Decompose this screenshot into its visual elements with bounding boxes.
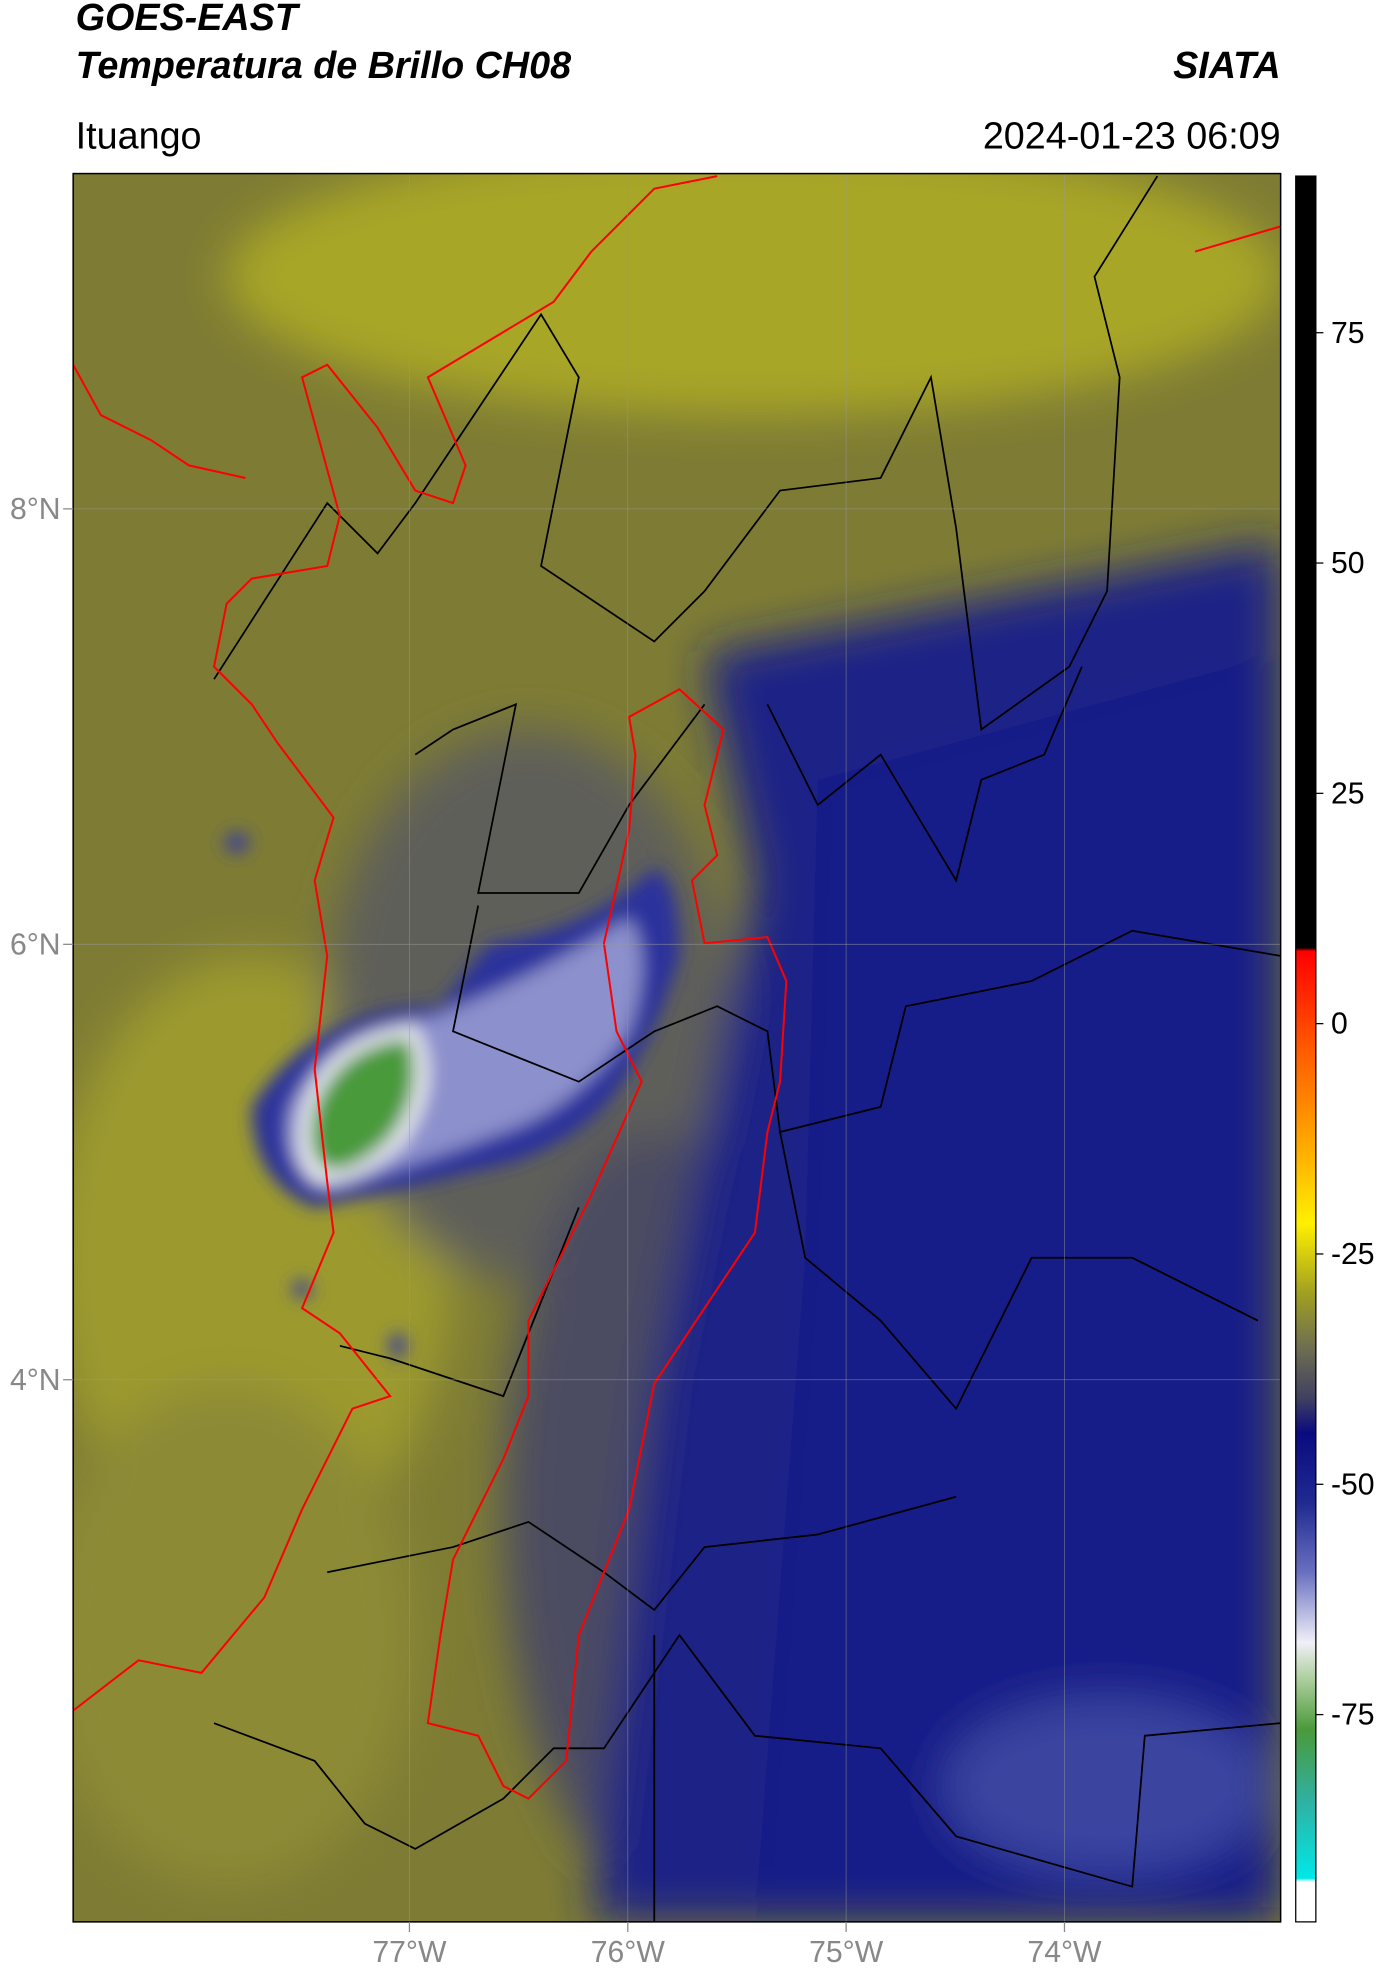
subtitle: Temperatura de Brillo CH08 <box>76 44 571 86</box>
map-image <box>73 173 1281 1922</box>
x-tick-label: 75°W <box>809 1936 884 1969</box>
colorbar-ticks: 75 50 25 0 -25 -50 -75 <box>1315 317 1375 1732</box>
x-tick-label: 74°W <box>1027 1936 1102 1969</box>
y-tick-label: 8°N <box>10 493 61 526</box>
y-tick-label: 4°N <box>10 1364 61 1397</box>
ticks: 77°W 76°W 75°W 74°W 8°N 6°N 4°N <box>10 493 1102 1969</box>
location: Ituango <box>76 114 202 156</box>
x-tick-label: 76°W <box>591 1936 666 1969</box>
y-tick-label: 6°N <box>10 928 61 961</box>
source: SIATA <box>1173 44 1281 86</box>
colorbar-tick-label: -25 <box>1331 1238 1375 1271</box>
colorbar-tick-label: 50 <box>1331 547 1365 580</box>
colorbar-tick-label: 0 <box>1331 1008 1348 1041</box>
grid <box>73 173 1281 1922</box>
map-frame <box>72 172 1282 1923</box>
x-tick-label: 77°W <box>372 1936 447 1969</box>
colorbar-tick-label: -75 <box>1331 1699 1375 1732</box>
colorbar-tick-label: 75 <box>1331 317 1365 350</box>
datetime: 2024-01-23 06:09 <box>983 114 1281 156</box>
title: GOES-EAST <box>76 0 301 38</box>
colorbar-tick-label: -50 <box>1331 1468 1375 1501</box>
colorbar-tick-label: 25 <box>1331 777 1365 810</box>
colorbar <box>1295 175 1317 1923</box>
